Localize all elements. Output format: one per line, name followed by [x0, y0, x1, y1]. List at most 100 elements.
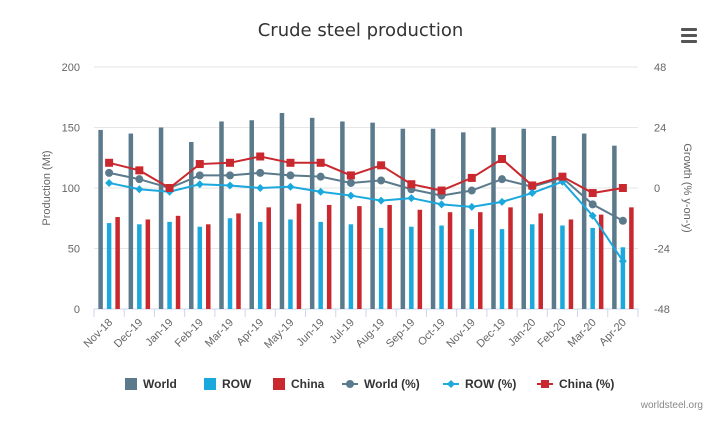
bar-china	[538, 213, 543, 309]
point-marker	[346, 178, 355, 187]
point-marker	[195, 160, 204, 169]
x-tick-label: May-19	[262, 317, 296, 351]
bar-world	[219, 121, 224, 309]
point-marker	[467, 202, 476, 211]
bar-china	[447, 212, 453, 309]
point-marker	[226, 158, 234, 167]
point-marker	[558, 172, 567, 181]
point-marker	[195, 171, 204, 180]
y-left-tick-label: 100	[62, 183, 80, 195]
point-marker	[407, 194, 416, 203]
bar-row	[409, 226, 414, 309]
bar-row	[167, 221, 172, 309]
bar-row	[348, 224, 354, 309]
x-tick-label: Sep-19	[384, 317, 418, 351]
legend-symbol	[346, 380, 354, 388]
point-marker	[588, 211, 597, 220]
legend-symbol	[273, 378, 285, 390]
bar-china	[387, 204, 392, 309]
point-marker	[195, 180, 204, 189]
point-marker	[588, 189, 597, 198]
point-marker	[286, 171, 295, 180]
bar-china	[417, 209, 423, 309]
bar-china	[508, 207, 513, 309]
bar-world	[491, 127, 496, 309]
point-marker	[437, 200, 446, 209]
point-marker	[407, 180, 416, 189]
bar-row	[439, 225, 444, 309]
x-tick-label: Dec-19	[112, 317, 146, 351]
legend-item-label: World (%)	[364, 377, 420, 391]
y-right-tick-label: -48	[654, 304, 670, 316]
bar-world	[370, 122, 375, 309]
point-marker	[467, 186, 476, 195]
point-marker	[256, 168, 265, 177]
bar-china	[236, 213, 241, 309]
bar-world	[279, 112, 285, 309]
chart-title: Crude steel production	[257, 20, 464, 41]
y-left-axis-title: Production (Mt)	[41, 150, 53, 225]
point-marker	[618, 184, 627, 192]
x-tick-label: Aug-19	[354, 317, 388, 351]
hamburger-menu-icon[interactable]	[680, 26, 698, 44]
bar-world	[189, 142, 194, 309]
point-marker	[105, 178, 114, 187]
legend-symbol	[541, 380, 549, 388]
point-marker	[226, 181, 234, 190]
bar-world	[249, 120, 254, 310]
point-marker	[437, 186, 446, 195]
bar-world	[581, 133, 587, 309]
bar-china	[478, 212, 483, 309]
point-marker	[498, 175, 506, 184]
point-marker	[377, 176, 386, 185]
bar-world	[128, 133, 134, 309]
x-tick-label: Apr-19	[235, 317, 267, 349]
point-marker	[256, 152, 265, 161]
point-marker	[286, 182, 295, 191]
x-tick-label: Jun-19	[295, 317, 327, 349]
point-marker	[316, 158, 325, 167]
x-tick-label: Mar-19	[203, 317, 236, 350]
x-tick-label: Feb-19	[173, 317, 206, 350]
legend-item-label: China	[291, 377, 325, 391]
point-marker	[135, 166, 144, 175]
bar-china	[266, 207, 271, 309]
bar-row	[529, 224, 535, 309]
legend-item-label: ROW	[222, 377, 252, 391]
y-left-tick-label: 50	[68, 244, 80, 256]
point-marker	[105, 158, 114, 167]
bar-row	[469, 229, 475, 309]
y-right-tick-label: 24	[654, 123, 666, 135]
bar-world	[430, 128, 436, 309]
bar-world	[400, 128, 406, 309]
bar-world	[158, 127, 164, 309]
bar-row	[288, 219, 293, 309]
bar-china	[568, 219, 574, 309]
bar-row	[499, 229, 505, 309]
bar-china	[296, 203, 302, 309]
bar-world	[461, 132, 466, 309]
bar-china	[175, 215, 181, 309]
x-tick-label: Mar-20	[566, 317, 599, 350]
legend-item-label: China (%)	[559, 377, 614, 391]
y-right-tick-label: -24	[654, 244, 670, 256]
credit-text[interactable]: worldsteel.org	[640, 400, 703, 411]
bar-row	[227, 218, 233, 309]
legend-item-label: ROW (%)	[465, 377, 516, 391]
y-left-tick-label: 150	[62, 123, 80, 135]
point-marker	[528, 189, 537, 198]
x-tick-label: Jan-20	[506, 317, 538, 349]
point-marker	[286, 158, 295, 167]
bar-china	[629, 207, 634, 309]
x-tick-label: Apr-20	[597, 317, 629, 349]
x-tick-label: Nov-19	[444, 317, 478, 351]
line-series	[108, 180, 624, 262]
bar-row	[318, 221, 323, 309]
point-marker	[618, 257, 627, 266]
bar-china	[206, 224, 211, 309]
bar-china	[326, 204, 332, 309]
point-marker	[316, 187, 325, 196]
point-marker	[256, 184, 265, 192]
point-marker	[165, 184, 174, 192]
